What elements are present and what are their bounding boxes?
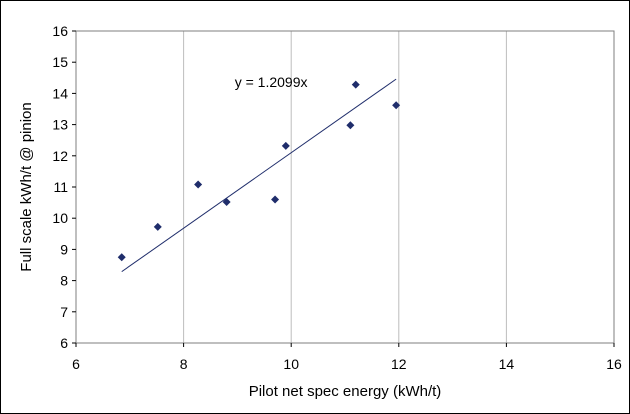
y-tick-label: 15 xyxy=(52,54,68,70)
y-tick-label: 11 xyxy=(53,179,68,195)
trendline xyxy=(121,78,397,273)
y-tick-label: 8 xyxy=(60,273,68,289)
data-points xyxy=(117,80,401,262)
x-tick-label: 12 xyxy=(391,356,407,372)
y-tick-label: 7 xyxy=(60,304,68,320)
y-tick-label: 12 xyxy=(52,148,68,164)
data-point xyxy=(117,253,126,262)
trendline-equation: y = 1.2099x xyxy=(235,74,308,90)
x-tick-label: 14 xyxy=(499,356,515,372)
x-tick-label: 16 xyxy=(606,356,622,372)
data-point xyxy=(346,121,355,130)
y-tick-label: 6 xyxy=(60,335,68,351)
x-tick-label: 6 xyxy=(72,356,80,372)
y-axis-title: Full scale kWh/t @ pinion xyxy=(18,102,35,271)
data-point xyxy=(153,222,162,231)
x-tick-label: 10 xyxy=(283,356,299,372)
y-tick-label: 14 xyxy=(52,85,68,101)
y-tick-label: 10 xyxy=(52,210,68,226)
data-point xyxy=(271,195,280,204)
y-tick-label: 13 xyxy=(52,117,68,133)
data-point xyxy=(281,141,290,150)
x-axis-title: Pilot net spec energy (kWh/t) xyxy=(249,383,442,400)
data-point xyxy=(351,80,360,89)
y-tick-label: 16 xyxy=(52,23,68,39)
data-point xyxy=(392,101,401,110)
tick-labels: 6 8 10 12 14 16 6 7 8 9 10 11 12 13 14 15 16 xyxy=(52,23,622,372)
y-tick-label: 9 xyxy=(60,241,68,257)
data-point xyxy=(194,180,203,189)
x-tick-label: 8 xyxy=(180,356,188,372)
gridlines xyxy=(183,31,507,343)
data-point xyxy=(222,197,231,206)
